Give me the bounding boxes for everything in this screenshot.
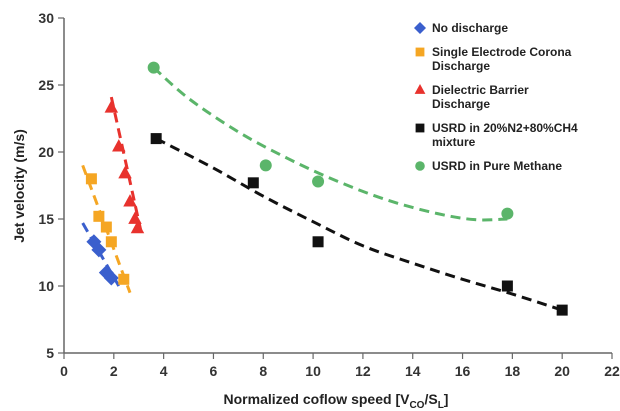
data-point-series-2 [123,194,137,207]
data-point-series-3 [247,177,259,189]
trend-line-series-2 [109,96,143,233]
legend-label-series-1: Single Electrode Corona Discharge [432,45,572,73]
data-point-series-4 [259,159,272,172]
data-point-series-3 [150,133,162,145]
data-point-series-1 [93,210,105,222]
x-tick-label: 6 [210,363,218,379]
x-tick-label: 4 [160,363,168,379]
data-point-series-2 [128,211,142,224]
legend-label-series-0: No discharge [432,21,508,35]
x-tick-label: 10 [305,363,321,379]
data-point-series-1 [85,173,97,185]
legend-label-series-4: USRD in Pure Methane [432,159,562,173]
y-tick-label: 10 [38,278,54,294]
x-tick-label: 16 [455,363,471,379]
data-point-series-3 [312,236,324,248]
y-axis-title: Jet velocity (m/s) [11,129,27,243]
legend-label-series-3: USRD in 20%N2+80%CH4 mixture [432,121,578,149]
trend-line-series-3 [155,137,563,312]
data-point-series-3 [556,304,568,316]
axes: 5 10 15 20 25 30 0 2 4 6 8 10 12 14 16 18 20 22 [38,10,620,379]
x-tick-label: 22 [604,363,620,379]
data-point-series-3 [501,280,513,292]
x-axis-title: Normalized coflow speed [VCO/SL] [224,391,449,411]
trend-line-series-4 [152,66,508,222]
legend-marker-series-0 [414,22,426,34]
y-tick-label: 15 [38,211,54,227]
data-point-series-1 [105,236,117,248]
y-tick-label: 25 [38,77,54,93]
data-point-series-1 [100,221,112,233]
data-point-series-4 [312,175,325,188]
data-point-series-4 [501,207,514,220]
x-tick-label: 20 [554,363,570,379]
x-tick-label: 8 [259,363,267,379]
x-tick-label: 12 [355,363,371,379]
data-point-series-0 [103,270,119,286]
y-tick-label: 20 [38,144,54,160]
data-point-series-2 [130,220,145,234]
data-point-series-2 [112,139,126,152]
x-tick-label: 18 [505,363,521,379]
legend-marker-series-3 [415,123,425,133]
trend-lines [81,66,563,312]
x-tick-label: 14 [405,363,421,379]
data-point-series-4 [147,61,160,74]
data-point-series-2 [118,165,132,179]
legend-marker-series-1 [415,47,425,57]
legend: No discharge Single Electrode Corona Disch… [414,21,578,173]
legend-marker-series-2 [414,84,426,94]
x-tick-label: 0 [60,363,68,379]
data-point-series-0 [91,242,107,258]
x-tick-label: 2 [110,363,118,379]
data-points [85,61,568,316]
y-tick-label: 5 [46,345,54,361]
y-tick-label: 30 [38,10,54,26]
legend-label-series-2: Dielectric Barrier Discharge [432,83,529,111]
data-point-series-2 [104,100,119,113]
legend-marker-series-4 [415,161,425,171]
data-point-series-1 [118,273,130,285]
